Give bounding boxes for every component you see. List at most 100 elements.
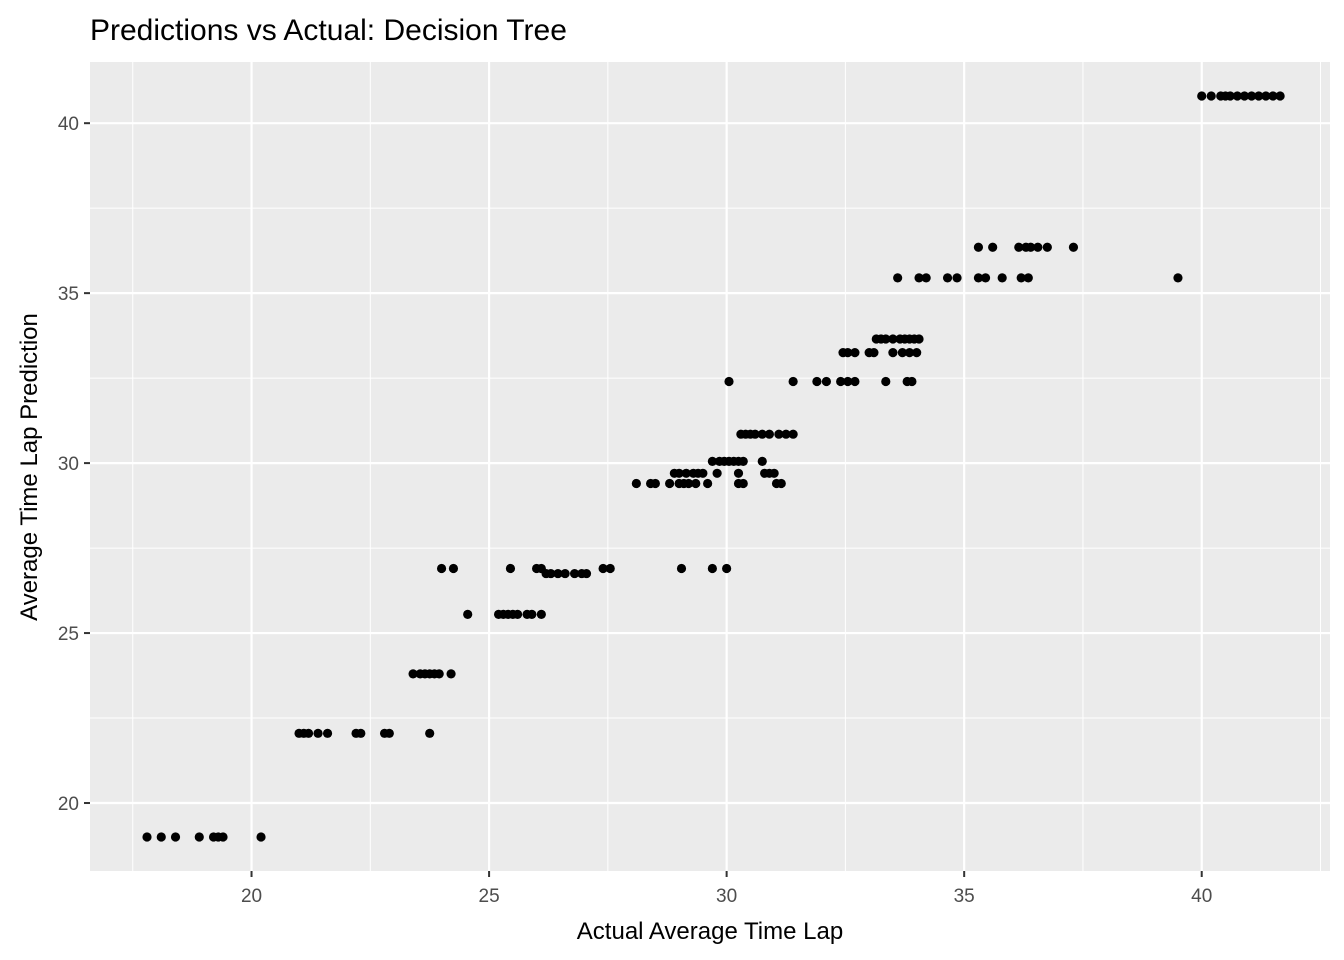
data-point <box>1023 273 1033 283</box>
data-point <box>194 832 204 842</box>
data-point <box>757 456 767 467</box>
data-point <box>914 334 924 344</box>
data-point <box>821 376 831 387</box>
y-tick-label: 40 <box>58 114 79 135</box>
data-point <box>581 568 592 579</box>
data-point <box>897 348 908 358</box>
data-point <box>869 348 879 358</box>
data-point <box>384 728 394 738</box>
data-point <box>888 348 898 358</box>
data-point <box>724 376 734 387</box>
x-tick-label: 30 <box>716 886 737 907</box>
data-point <box>512 609 523 619</box>
data-point <box>676 563 687 574</box>
data-point <box>1232 91 1242 101</box>
data-point <box>738 478 748 489</box>
data-point <box>904 348 915 358</box>
y-tick-label: 35 <box>58 284 79 305</box>
x-axis-title: Actual Average Time Lap <box>577 918 843 945</box>
chart-title: Predictions vs Actual: Decision Tree <box>90 14 567 47</box>
data-point <box>776 478 786 489</box>
data-point <box>781 429 791 439</box>
x-tick-label: 20 <box>241 886 262 907</box>
data-point <box>907 376 917 387</box>
data-point <box>684 478 694 489</box>
data-point <box>893 273 903 283</box>
plot-panel <box>90 62 1330 871</box>
data-point <box>1197 91 1207 101</box>
minor-gridlines <box>90 62 1330 871</box>
data-point <box>569 568 580 579</box>
data-point <box>703 478 713 489</box>
data-point <box>1275 91 1285 101</box>
y-axis-title: Average Time Lap Prediction <box>16 313 43 621</box>
data-point <box>463 609 473 619</box>
data-point <box>605 563 615 574</box>
data-point <box>712 468 722 478</box>
data-point <box>788 376 798 387</box>
data-point <box>436 563 447 574</box>
data-point <box>888 334 898 344</box>
data-point <box>850 376 860 387</box>
x-tick-label: 25 <box>479 886 500 907</box>
data-point <box>536 609 546 619</box>
data-point <box>505 563 516 574</box>
data-point <box>170 832 181 842</box>
data-point <box>973 242 984 252</box>
data-point <box>1014 242 1024 252</box>
data-point <box>560 568 570 579</box>
data-point <box>738 456 748 467</box>
data-point <box>681 468 691 478</box>
data-point <box>914 273 924 283</box>
data-point <box>698 468 708 478</box>
data-point <box>843 348 853 358</box>
y-tick-label: 20 <box>58 794 79 815</box>
x-tick-label: 40 <box>1191 886 1212 907</box>
data-point <box>356 728 366 738</box>
data-point <box>650 478 660 489</box>
data-point <box>952 273 962 283</box>
data-point <box>707 456 717 467</box>
data-point <box>973 273 984 283</box>
x-axis-ticks: 20 25 30 35 40 <box>241 871 1212 907</box>
data-point <box>1026 242 1036 252</box>
data-point <box>812 376 822 387</box>
data-point <box>1247 91 1257 101</box>
data-point <box>757 429 767 439</box>
data-point <box>1033 242 1043 252</box>
data-point <box>912 348 922 358</box>
data-point <box>881 334 891 344</box>
data-point <box>764 429 774 439</box>
data-point <box>303 728 314 738</box>
data-point <box>1042 242 1052 252</box>
data-point <box>750 429 760 439</box>
data-point <box>425 728 435 738</box>
data-point <box>598 563 608 574</box>
data-point <box>1225 91 1235 101</box>
data-point <box>850 348 860 358</box>
data-point <box>313 728 323 738</box>
data-point <box>836 376 846 387</box>
data-point <box>156 832 166 842</box>
data-point <box>1239 91 1250 101</box>
data-point <box>448 563 459 574</box>
data-point <box>722 563 732 574</box>
data-point <box>1268 91 1278 101</box>
data-point <box>218 832 228 842</box>
data-point <box>546 568 556 579</box>
data-point <box>322 728 333 738</box>
data-point <box>707 563 717 574</box>
data-point <box>527 609 537 619</box>
y-tick-label: 25 <box>58 624 79 645</box>
y-tick-label: 30 <box>58 454 79 475</box>
data-point <box>942 273 953 283</box>
data-point <box>881 376 891 387</box>
data-point <box>553 568 563 579</box>
data-point <box>921 273 931 283</box>
data-point <box>142 832 152 842</box>
data-point <box>1068 242 1079 252</box>
data-point <box>434 669 444 679</box>
data-point <box>788 429 798 439</box>
y-axis-ticks: 20 25 30 35 40 <box>58 114 90 815</box>
